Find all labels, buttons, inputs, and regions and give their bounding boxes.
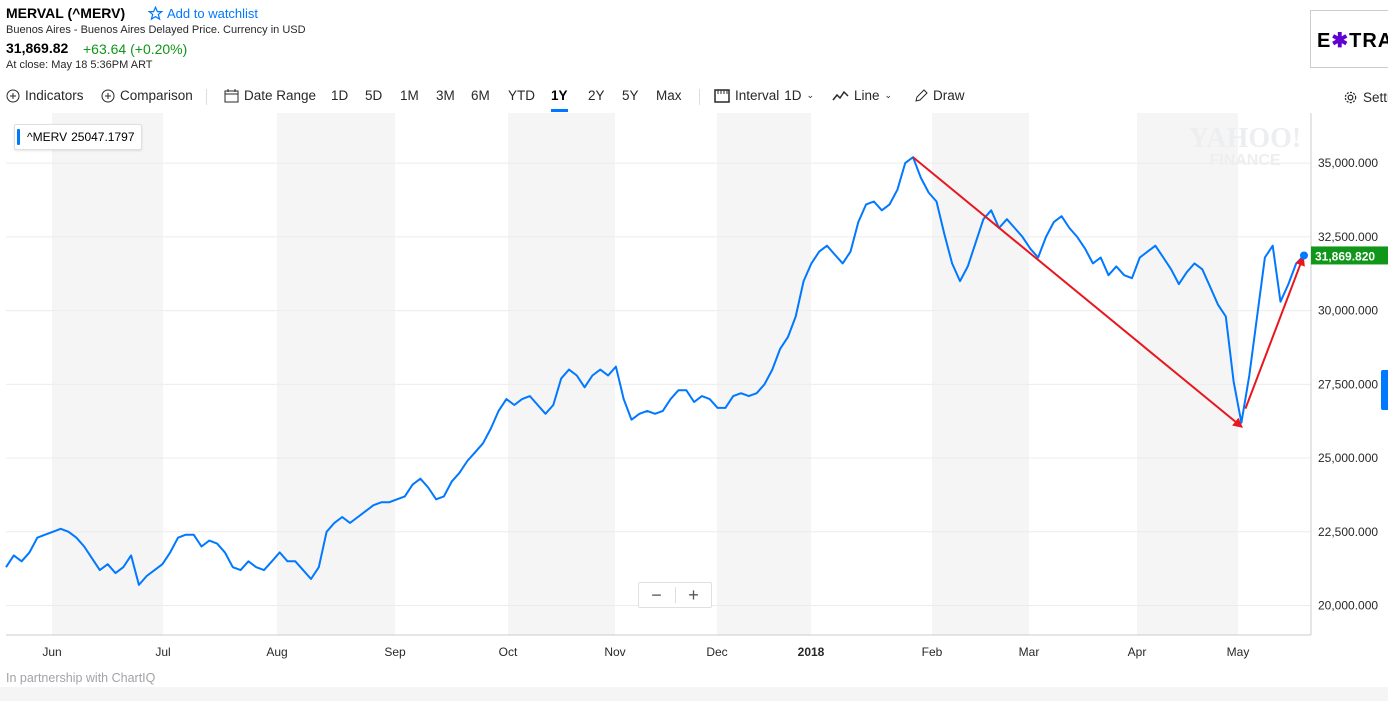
x-tick-label: Jul <box>155 645 170 659</box>
zoom-in-button[interactable]: + <box>688 584 699 605</box>
range-1y-button[interactable]: 1Y <box>551 88 568 112</box>
chevron-down-icon: ⌄ <box>806 90 815 100</box>
side-panel-tab[interactable] <box>1381 370 1388 410</box>
x-tick-label: Aug <box>266 645 287 659</box>
watermark-line2: FINANCE <box>1209 152 1280 169</box>
interval-dropdown[interactable]: Interval 1D ⌄ <box>714 88 814 103</box>
y-tick-label: 35,000.000 <box>1318 156 1378 170</box>
zoom-controls: − + <box>638 582 712 608</box>
range-3m-button[interactable]: 3M <box>436 88 455 103</box>
down-trend-arrow <box>912 156 1243 428</box>
x-tick-label: Mar <box>1019 645 1040 659</box>
y-tick-label: 27,500.000 <box>1318 377 1378 391</box>
indicators-button[interactable]: Indicators <box>6 88 84 103</box>
range-max-button[interactable]: Max <box>656 88 682 103</box>
partner-note: In partnership with ChartIQ <box>6 671 156 685</box>
date-range-button[interactable]: Date Range <box>224 88 316 103</box>
interval-label: Interval <box>735 88 780 103</box>
ad-text-mid: ✱ <box>1331 30 1350 52</box>
ad-banner[interactable]: E✱TRA <box>1310 10 1388 68</box>
range-1m-button[interactable]: 1M <box>400 88 419 103</box>
x-tick-label: Apr <box>1128 645 1147 659</box>
exchange-subtitle: Buenos Aires - Buenos Aires Delayed Pric… <box>6 24 306 36</box>
chart-toolbar: Indicators Comparison Date Range 1D 5D 1M 3… <box>0 84 1388 112</box>
ad-text-pre: E <box>1317 30 1332 52</box>
y-tick-label: 30,000.000 <box>1318 304 1378 318</box>
pencil-icon <box>915 88 928 102</box>
close-time: At close: May 18 5:36PM ART <box>6 59 153 71</box>
y-tick-label: 20,000.000 <box>1318 599 1378 613</box>
x-tick-label: Oct <box>499 645 518 659</box>
draw-label: Draw <box>933 88 965 103</box>
range-5y-button[interactable]: 5Y <box>622 88 639 103</box>
chart-type-dropdown[interactable]: Line ⌄ <box>832 88 892 103</box>
series-legend[interactable]: ^MERV 25047.1797 <box>14 124 142 150</box>
chevron-down-icon: ⌄ <box>884 90 893 100</box>
price-change: +63.64 (+0.20%) <box>83 41 188 57</box>
x-tick-label: Nov <box>604 645 625 659</box>
ad-text-post: TRA <box>1349 30 1388 52</box>
candle-icon <box>714 88 730 103</box>
current-price: 31,869.82 <box>6 40 69 56</box>
range-1d-button[interactable]: 1D <box>331 88 349 103</box>
range-ytd-button[interactable]: YTD <box>508 88 535 103</box>
legend-symbol: ^MERV <box>27 130 68 144</box>
y-tick-label: 25,000.000 <box>1318 451 1378 465</box>
up-trend-arrow <box>1244 255 1305 410</box>
x-tick-label: Feb <box>922 645 943 659</box>
range-5d-button[interactable]: 5D <box>365 88 383 103</box>
plus-circle-icon <box>101 89 115 102</box>
calendar-icon <box>224 88 239 102</box>
y-tick-label: 22,500.000 <box>1318 525 1378 539</box>
comparison-label: Comparison <box>120 88 193 103</box>
y-tick-label: 32,500.000 <box>1318 230 1378 244</box>
date-range-label: Date Range <box>244 88 317 103</box>
star-icon <box>148 6 163 21</box>
interval-value: 1D <box>784 88 802 103</box>
x-tick-label: May <box>1227 645 1250 659</box>
line-chart-icon <box>832 90 849 100</box>
last-point <box>1300 251 1308 260</box>
legend-value: 25047.1797 <box>71 130 135 144</box>
page-title: MERVAL (^MERV) <box>6 5 126 21</box>
draw-button[interactable]: Draw <box>914 88 965 103</box>
series-line <box>5 156 1305 586</box>
x-tick-label: Sep <box>384 645 406 659</box>
price-chart[interactable]: YAHOO! FINANCE 20,000.000 22,500.000 25,00… <box>0 113 1388 673</box>
x-tick-label: 2018 <box>798 645 825 659</box>
indicators-label: Indicators <box>25 88 84 103</box>
settings-button[interactable]: Settings <box>1343 90 1388 105</box>
range-2y-button[interactable]: 2Y <box>588 88 605 103</box>
zoom-out-button[interactable]: − <box>651 584 662 605</box>
gear-icon <box>1344 91 1357 104</box>
watermark-line1: YAHOO! <box>1189 123 1302 154</box>
settings-label: Settings <box>1363 90 1388 105</box>
add-to-watchlist-button[interactable]: Add to watchlist <box>148 6 258 21</box>
comparison-button[interactable]: Comparison <box>101 88 193 103</box>
x-tick-label: Jun <box>42 645 61 659</box>
plus-circle-icon <box>6 89 20 102</box>
watchlist-label: Add to watchlist <box>167 6 259 21</box>
x-tick-label: Dec <box>706 645 727 659</box>
line-label: Line <box>854 88 880 103</box>
current-price-tag <box>1311 246 1388 265</box>
current-price-label: 31,869.820 <box>1315 249 1375 263</box>
range-6m-button[interactable]: 6M <box>471 88 490 103</box>
